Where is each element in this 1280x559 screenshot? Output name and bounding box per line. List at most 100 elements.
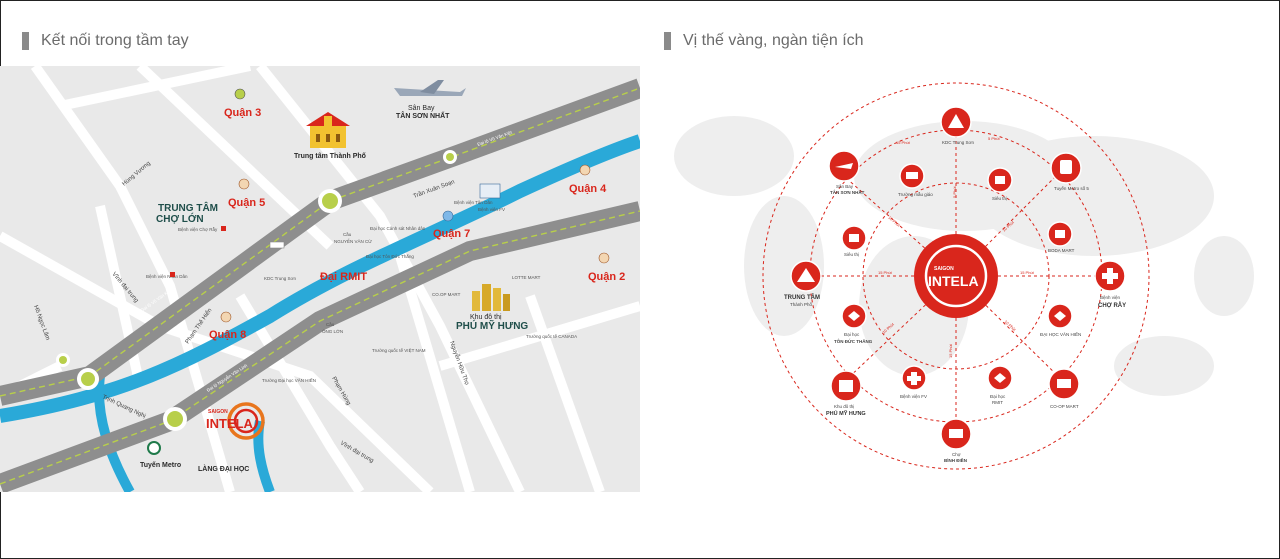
time-label: 5 Phút bbox=[988, 136, 1000, 141]
node-label: Tuyến Metro số 5 bbox=[1054, 186, 1089, 191]
node-label: CO-OP MART bbox=[1050, 404, 1079, 409]
node-icons bbox=[797, 114, 1118, 438]
medical-cross-icon bbox=[907, 372, 921, 385]
node-label: BÌNH ĐIỀN bbox=[944, 456, 967, 463]
cho-lon-label: TRUNG TÂM bbox=[158, 201, 218, 214]
bridge-label: Cầu bbox=[343, 232, 352, 237]
school-icon bbox=[906, 172, 918, 179]
left-title-text: Kết nối trong tầm tay bbox=[41, 32, 189, 49]
node-label: Bệnh viện FV bbox=[900, 394, 927, 399]
diagram-svg: SAIGON INTELA bbox=[674, 82, 1254, 470]
node-label: BODA MART bbox=[1048, 248, 1075, 253]
phu-my-hung-label: Khu đô thị bbox=[470, 314, 502, 321]
center-logo-text: INTELA bbox=[928, 273, 979, 289]
node-label: Siêu thị bbox=[992, 196, 1007, 201]
kdc-icon bbox=[269, 241, 285, 249]
district-label: Quận 2 bbox=[588, 271, 625, 283]
time-label: 15 Phút bbox=[1020, 270, 1035, 275]
poi-label: Bệnh viện FV bbox=[478, 207, 505, 212]
time-label: 10 Phút bbox=[1003, 319, 1017, 333]
airplane-icon bbox=[394, 80, 466, 96]
airport-label: Sân Bay bbox=[408, 105, 435, 112]
node-labels: KDC Trung Sơn Sân Bay TÂN SƠN NHẤT Trườn… bbox=[784, 140, 1126, 463]
shopping-icon bbox=[995, 176, 1005, 184]
poi-label: Trường Đại học VĂN HIẾN bbox=[262, 377, 316, 383]
node-label: Khu đô thị bbox=[834, 404, 854, 409]
poi-label: Bệnh viện Chợ Rẫy bbox=[178, 226, 218, 232]
district-label: Quận 7 bbox=[433, 228, 470, 240]
node-label: Sân Bay bbox=[836, 184, 854, 189]
market-cart-icon bbox=[949, 429, 963, 438]
node-label: Chợ bbox=[952, 452, 961, 457]
district-label: Quận 8 bbox=[209, 329, 246, 341]
poi-label: LOTTE MART bbox=[512, 275, 541, 280]
node-label: Bệnh viện bbox=[1100, 295, 1121, 300]
node-label: Thành Phố bbox=[790, 302, 813, 307]
road-label: Trần Xuân Soạn bbox=[413, 179, 456, 200]
road-label: Trịnh Quang Nghị bbox=[101, 394, 146, 419]
node-label: RMIT bbox=[992, 400, 1003, 405]
hospital-icon bbox=[170, 272, 175, 277]
time-label: 15 Phút bbox=[896, 140, 911, 145]
road-label: Hồ Ngọc Lãm bbox=[32, 305, 50, 342]
district-pins bbox=[220, 88, 610, 323]
time-label: 15 Phút bbox=[948, 343, 953, 358]
node-label: Siêu thị bbox=[844, 252, 859, 257]
cho-lon-label-2: CHỢ LỚN bbox=[156, 212, 204, 225]
title-marker bbox=[22, 32, 29, 50]
node-label: Đại học bbox=[844, 332, 860, 337]
node-label: KDC Trung Sơn bbox=[942, 140, 974, 145]
node-label: TÂN SƠN NHẤT bbox=[830, 189, 865, 195]
logo-text: INTELA bbox=[206, 416, 254, 431]
apartment-icon bbox=[839, 380, 853, 392]
city-hall-icon bbox=[306, 112, 350, 148]
building-icon bbox=[948, 114, 964, 128]
district-label: Quận 3 bbox=[224, 107, 261, 119]
university-village-label: LÀNG ĐẠI HỌC bbox=[198, 464, 249, 473]
logo-small-text: SAIGON bbox=[208, 409, 228, 415]
river bbox=[0, 134, 640, 423]
node-label: Trường mẫu giáo bbox=[898, 191, 933, 197]
train-icon bbox=[1060, 160, 1072, 174]
title-marker bbox=[664, 32, 671, 50]
hospital-building-icon bbox=[479, 183, 501, 199]
poi-label: Bệnh viện Nhân Dân bbox=[146, 274, 188, 279]
amenities-diagram: SAIGON INTELA bbox=[664, 66, 1256, 492]
district-label: Quận 4 bbox=[569, 183, 607, 195]
graduation-icon bbox=[848, 311, 860, 321]
center-logo-small: SAIGON bbox=[934, 266, 954, 272]
cart-icon bbox=[1057, 379, 1071, 388]
node-label: PHÚ MỸ HƯNG bbox=[826, 410, 866, 417]
intela-logo bbox=[227, 402, 265, 440]
buildings-icon bbox=[472, 284, 510, 311]
road-label: Hùng Vương bbox=[121, 161, 151, 188]
bridge-name-2: ÔNG LỚN bbox=[322, 328, 343, 334]
map-svg: Quận 3 Quận 5 Quận 7 Quận 8 Quận 4 Quận … bbox=[0, 66, 640, 492]
phu-my-hung-label-2: PHÚ MỸ HƯNG bbox=[456, 319, 528, 332]
airplane-icon bbox=[835, 163, 853, 169]
bridge-label-2: Cầu bbox=[326, 322, 335, 327]
rmit-label: Đại RMIT bbox=[320, 271, 367, 283]
district-label: Quận 5 bbox=[228, 197, 265, 209]
right-title-text: Vị thế vàng, ngàn tiện ích bbox=[683, 32, 864, 49]
metro-label: Tuyến Metro bbox=[140, 461, 181, 469]
poi-label: Đại học Cảnh sát Nhân dân bbox=[370, 226, 426, 231]
city-center-label: Trung tâm Thành Phố bbox=[294, 152, 367, 160]
poi-label: Đại học Tôn Đức Thắng bbox=[366, 253, 414, 259]
node-label: CHỢ RẪY bbox=[1098, 302, 1126, 309]
node-label: TRUNG TÂM bbox=[784, 294, 820, 301]
node-label: Đại học bbox=[990, 394, 1006, 399]
graduation-icon bbox=[994, 373, 1006, 383]
canal-south bbox=[253, 420, 275, 492]
metro-icon bbox=[147, 441, 161, 455]
city-hall-icon bbox=[797, 268, 815, 282]
node-label: ĐẠI HỌC VĂN HIẾN bbox=[1040, 331, 1081, 337]
poi-label: CO.OP MART bbox=[432, 292, 461, 297]
time-label: 15 Phút bbox=[878, 270, 893, 275]
hospital-icon bbox=[221, 226, 226, 231]
poi-label: Trường quốc tế CANADA bbox=[526, 334, 577, 339]
poi-label: Bệnh viện Tân Dân bbox=[454, 200, 493, 205]
shop-icon bbox=[1055, 230, 1065, 238]
hospital-cross-icon bbox=[1102, 268, 1118, 284]
node-label: TÔN ĐỨC THẮNG bbox=[834, 337, 873, 344]
